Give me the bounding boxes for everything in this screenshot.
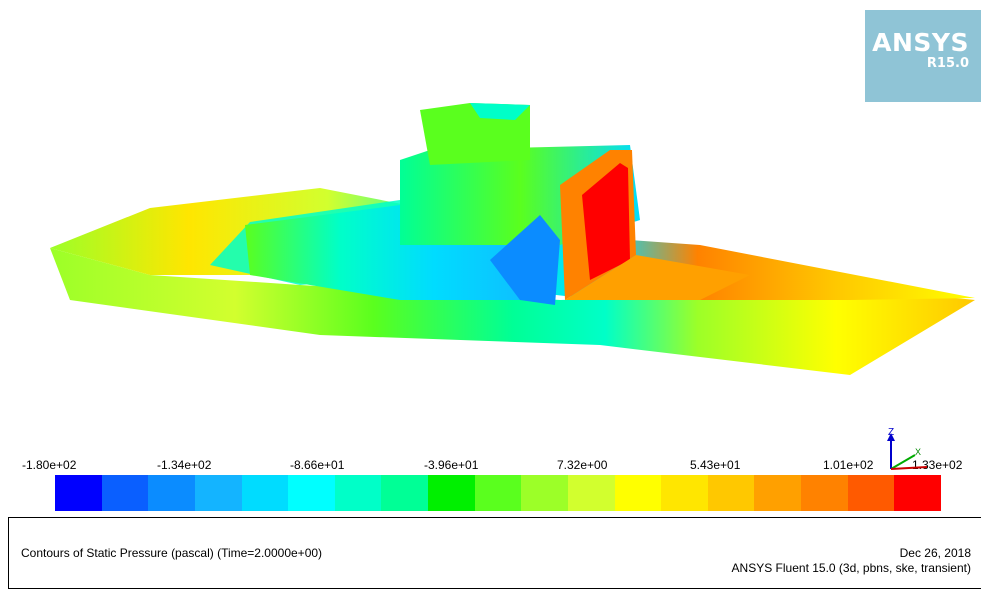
colorbar-cell — [428, 475, 475, 511]
colorbar-cell — [707, 475, 755, 511]
colorbar-label: -1.80e+02 — [22, 458, 77, 472]
colorbar-label: -8.66e+01 — [290, 458, 345, 472]
graphics-viewport[interactable] — [0, 0, 981, 420]
colorbar-cell — [847, 475, 895, 511]
colorbar-cell — [474, 475, 522, 511]
ansys-logo: ANSYS R15.0 — [865, 10, 981, 102]
colorbar-cell — [148, 475, 195, 511]
colorbar-label: 1.33e+02 — [912, 458, 963, 472]
hull-side — [50, 248, 975, 375]
colorbar-label: 7.32e+00 — [557, 458, 608, 472]
caption-panel: Contours of Static Pressure (pascal) (Ti… — [8, 517, 981, 589]
logo-brand: ANSYS — [872, 28, 969, 57]
colorbar-cell — [381, 475, 428, 511]
colorbar-cell — [194, 475, 242, 511]
wheelhouse-top — [470, 103, 530, 120]
colorbar-cell — [521, 475, 568, 511]
colorbar-cell — [101, 475, 149, 511]
low-pressure-zone — [490, 215, 560, 305]
axis-triad[interactable]: Z X — [875, 425, 935, 475]
colorbar-label: 1.01e+02 — [823, 458, 874, 472]
colorbar-cell — [334, 475, 382, 511]
caption-solver: ANSYS Fluent 15.0 (3d, pbns, ske, transi… — [731, 561, 971, 575]
pressure-colorbar — [55, 475, 941, 511]
axis-x-label: X — [915, 447, 921, 457]
colorbar-cell — [754, 475, 801, 511]
colorbar-cell — [614, 475, 662, 511]
colorbar-cell — [801, 475, 848, 511]
colorbar-cell — [661, 475, 708, 511]
colorbar-cell — [894, 475, 941, 511]
caption-date: Dec 26, 2018 — [899, 546, 971, 560]
ship-pressure-contour — [50, 103, 975, 375]
colorbar-cell — [288, 475, 335, 511]
forward-deck-high — [565, 255, 750, 300]
colorbar-label: 5.43e+01 — [690, 458, 741, 472]
colorbar-cell — [55, 475, 102, 511]
axis-z-label: Z — [888, 427, 894, 438]
caption-title: Contours of Static Pressure (pascal) (Ti… — [21, 546, 323, 560]
logo-version: R15.0 — [926, 56, 969, 71]
colorbar-label: -1.34e+02 — [157, 458, 212, 472]
colorbar-label: -3.96e+01 — [424, 458, 479, 472]
high-pressure-core — [582, 163, 630, 280]
colorbar-cell — [241, 475, 289, 511]
colorbar-cell — [567, 475, 615, 511]
